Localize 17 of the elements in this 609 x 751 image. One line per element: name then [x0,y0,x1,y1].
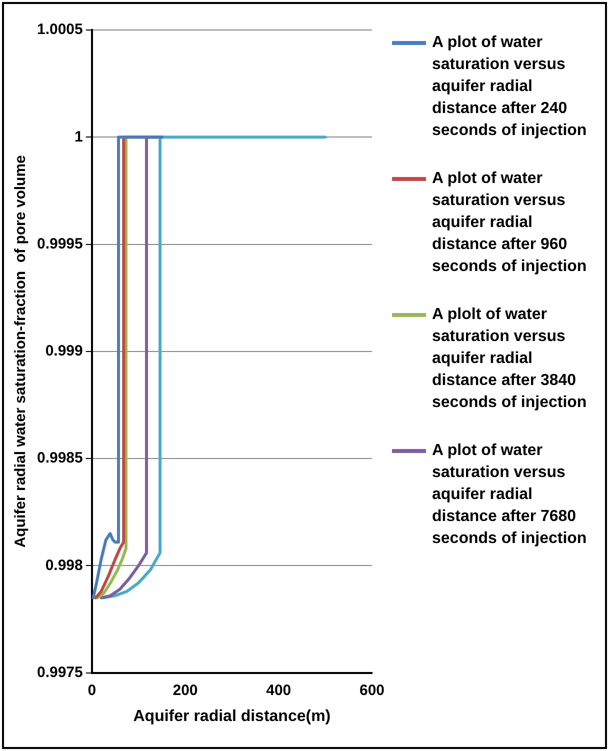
legend-label: A plolt of water saturation versus aquifer radial distance after 3840 seconds of injection [432,305,588,413]
legend-label: A plot of water saturation versus aquifer radial distance after 7680 seconds of injection [432,441,588,549]
y-tick-label: 1 [74,128,83,146]
y-tick-label: 0.9995 [36,235,83,252]
legend-label: A plot of water saturation versus aquifer radial distance after 960 seconds of injection [432,169,588,277]
x-axis-title: Aquifer radial distance(m) [133,708,331,725]
legend-label: A plot of water saturation versus aquifer radial distance after 240 seconds of injection [432,33,588,141]
y-axis-title: Aquifer radial water saturation-fraction of pore volume [12,155,30,548]
x-tick-label: 600 [359,682,385,699]
x-tick-label: 0 [88,682,96,699]
y-tick-label: 0.9985 [36,450,83,467]
y-tick-label: 1.0005 [36,21,83,38]
x-tick-label: 400 [266,682,292,699]
y-tick-label: 0.998 [45,556,83,574]
x-tick-label: 200 [172,682,198,699]
y-tick-label: 0.999 [45,342,83,360]
y-tick-label: 0.9975 [36,664,83,681]
